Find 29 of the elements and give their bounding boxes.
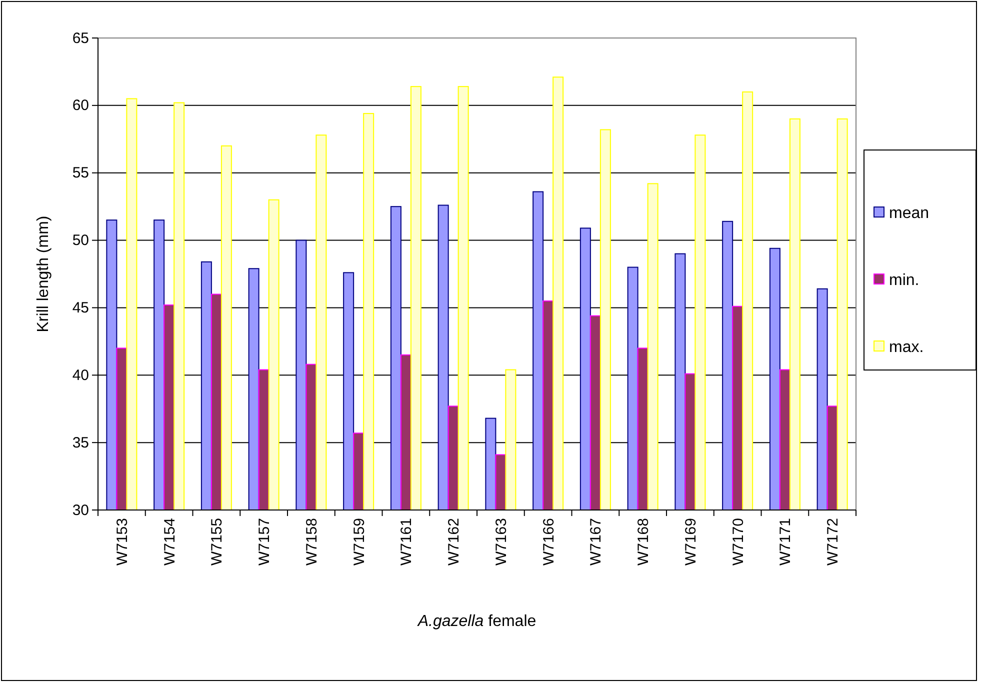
legend-label: mean xyxy=(889,205,930,222)
x-tick-label: W7161 xyxy=(398,518,416,566)
x-tick-label: W7153 xyxy=(114,518,131,566)
x-axis-title: A.gazella female xyxy=(416,613,536,630)
x-tick-label: W7154 xyxy=(161,518,178,566)
x-tick-label: W7170 xyxy=(730,518,747,566)
y-tick-label: 60 xyxy=(72,97,89,114)
y-axis-title: Krill length (mm) xyxy=(35,216,52,332)
y-tick-label: 35 xyxy=(72,434,89,452)
y-tick-label: 50 xyxy=(72,232,89,250)
y-tick-label: 55 xyxy=(72,164,89,182)
y-tick-label: 40 xyxy=(72,366,89,384)
x-tick-label: W7168 xyxy=(635,518,652,566)
x-tick-label: W7162 xyxy=(446,518,463,566)
legend-label: max. xyxy=(889,339,924,356)
x-tick-label: W7172 xyxy=(824,518,842,566)
x-tick-label: W7163 xyxy=(492,518,510,566)
y-tick-label: 65 xyxy=(72,30,89,47)
x-tick-label: W7169 xyxy=(682,518,700,566)
legend-label: min. xyxy=(889,272,920,289)
x-tick-label: W7166 xyxy=(540,518,558,566)
x-tick-label: W7171 xyxy=(777,518,794,566)
x-tick-label: W7167 xyxy=(588,518,605,566)
x-tick-label: W7155 xyxy=(208,518,226,566)
x-tick-label: W7159 xyxy=(350,518,368,566)
y-tick-label: 45 xyxy=(72,300,89,317)
y-tick-label: 30 xyxy=(72,502,89,519)
x-tick-label: W7157 xyxy=(256,518,274,566)
x-tick-label: W7158 xyxy=(303,518,320,566)
